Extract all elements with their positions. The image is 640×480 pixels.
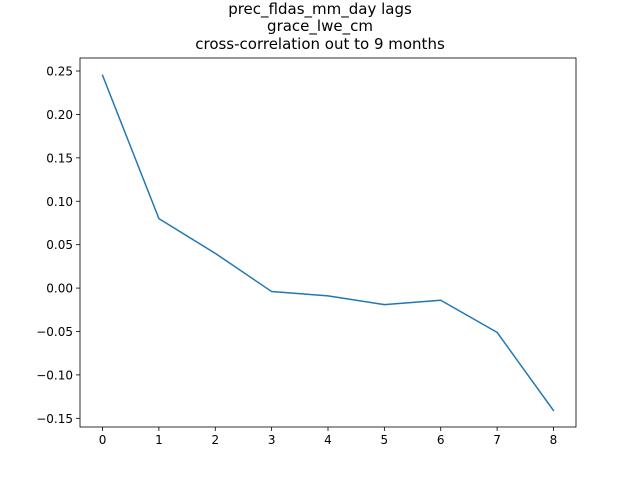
y-tick-label: −0.15 — [36, 412, 73, 426]
y-tick-label: 0.25 — [46, 65, 73, 79]
x-tick-label: 6 — [437, 433, 445, 447]
x-tick-label: 1 — [155, 433, 163, 447]
axes-frame — [79, 57, 577, 428]
x-tick-label: 0 — [99, 433, 107, 447]
y-tick-label: 0.15 — [46, 151, 73, 165]
x-tick-label: 4 — [324, 433, 332, 447]
y-tick-label: 0.10 — [46, 195, 73, 209]
x-tick-label: 5 — [381, 433, 389, 447]
x-tick-label: 7 — [493, 433, 501, 447]
chart-title-line-1: prec_fldas_mm_day lags — [228, 0, 412, 18]
x-tick-label: 2 — [211, 433, 219, 447]
y-tick-label: −0.05 — [36, 325, 73, 339]
y-tick-label: 0.20 — [46, 108, 73, 122]
chart-title-line-2: grace_lwe_cm — [267, 17, 373, 35]
y-tick-label: −0.10 — [36, 368, 73, 382]
x-tick-label: 3 — [268, 433, 276, 447]
y-tick-label: 0.00 — [46, 282, 73, 296]
x-tick-label: 8 — [550, 433, 558, 447]
chart-title-line-3: cross-correlation out to 9 months — [195, 35, 445, 53]
y-tick-label: 0.05 — [46, 238, 73, 252]
series-line-0 — [101, 74, 555, 412]
